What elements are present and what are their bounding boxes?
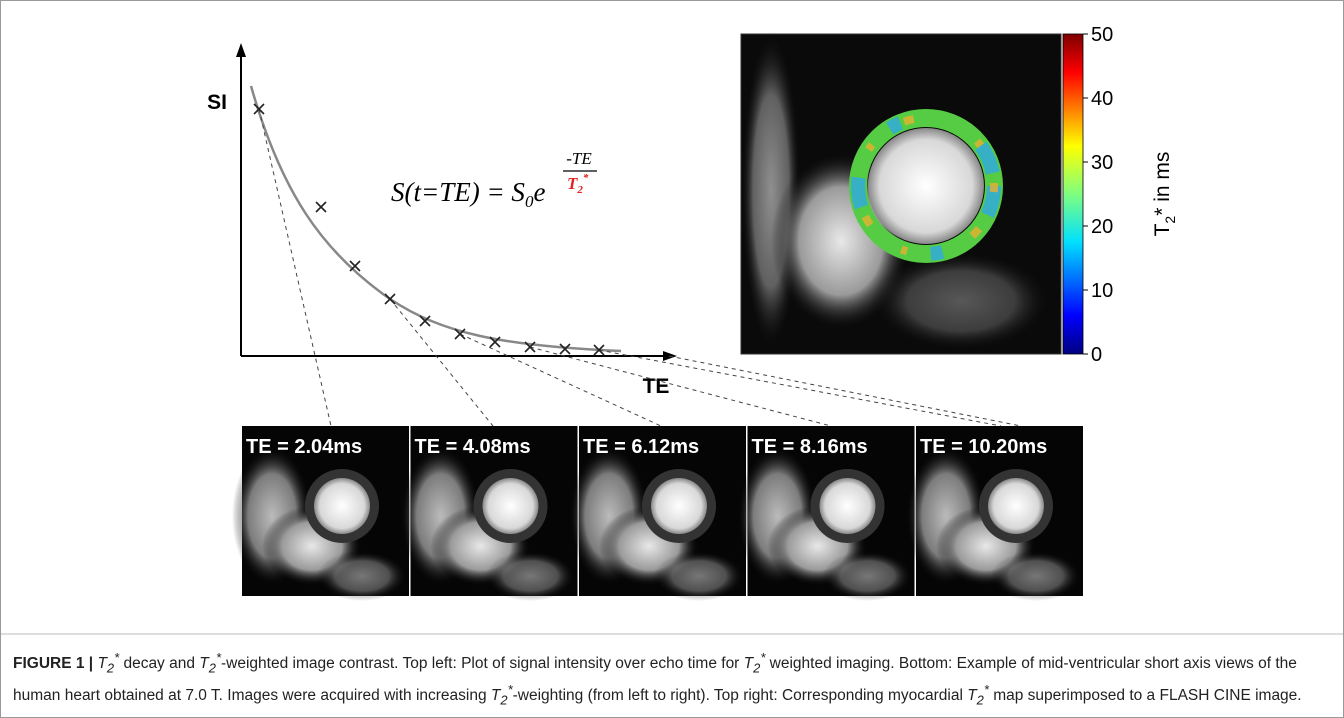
cross — [454, 328, 466, 340]
sample-points — [253, 103, 605, 356]
cross — [384, 293, 396, 305]
caption-label: FIGURE 1 | — [13, 655, 94, 673]
colorbar-tick-label: 0 — [1091, 344, 1102, 366]
cross — [593, 344, 605, 356]
caption-text: * — [114, 650, 120, 665]
colorbar-tick-label: 20 — [1091, 216, 1113, 238]
caption-text: * — [507, 682, 513, 698]
t2star-map — [740, 31, 1062, 355]
te-label: TE = 2.04ms — [246, 436, 362, 458]
figure-graphics: SI TE S(t=TE) = S0e -TE T2* 01020304050 … — [1, 24, 1343, 635]
cb-rest: * in ms — [1151, 152, 1174, 216]
x-label: TE — [643, 375, 670, 398]
cross — [315, 201, 327, 213]
caption-text: -weighted image contrast. Top left: Plot… — [220, 655, 744, 673]
formula-exp-num: -TE — [566, 149, 592, 168]
decay-curve — [249, 85, 622, 353]
formula-lhs: S(t=TE) = S — [391, 177, 525, 207]
caption-text: -weighting (from left to right). Top rig… — [512, 687, 968, 705]
colorbar-tick-label: 50 — [1091, 24, 1113, 46]
caption-text: 2 — [106, 660, 115, 676]
colorbar-tick-label: 10 — [1091, 280, 1113, 302]
den-sup: * — [583, 172, 589, 184]
formula-base: e — [533, 177, 545, 207]
caption: FIGURE 1 | T2* decay and T2*-weighted im… — [13, 647, 1333, 712]
caption-text: * — [215, 650, 221, 665]
caption-text: T — [967, 687, 977, 705]
caption-text: * — [983, 682, 989, 698]
caption-text: 2 — [753, 660, 761, 676]
cb-sub: 2 — [1162, 216, 1178, 224]
formula: S(t=TE) = S0e — [391, 177, 545, 211]
caption-text: * — [760, 650, 766, 665]
caption-text: decay and — [119, 655, 200, 673]
den-sub: 2 — [576, 184, 583, 196]
cross — [349, 260, 361, 272]
formula-exp-den: T2* — [567, 172, 589, 196]
caption-text: T — [199, 655, 209, 673]
te-label: TE = 6.12ms — [583, 436, 699, 458]
colorbar-label: T2* in ms — [1151, 152, 1178, 237]
caption-text: T — [490, 687, 501, 705]
formula-sub: 0 — [525, 192, 534, 211]
caption-text: T — [97, 655, 107, 673]
caption-text: 2 — [208, 660, 216, 676]
caption-text: 2 — [500, 692, 508, 708]
caption-text: 2 — [976, 692, 984, 708]
y-axis-arrow — [236, 43, 246, 57]
cross — [559, 343, 571, 355]
cb-t: T — [1151, 223, 1174, 236]
y-label: SI — [207, 91, 227, 114]
den-t: T — [567, 174, 578, 193]
caption-text: weighted imaging. Bottom: Example of mid… — [13, 655, 1297, 705]
connector-lines — [258, 108, 1022, 427]
cross — [489, 336, 501, 348]
te-label: TE = 4.08ms — [415, 436, 531, 458]
te-label: TE = 10.20ms — [920, 436, 1047, 458]
caption-text: T — [743, 655, 754, 673]
cross — [419, 315, 431, 327]
colorbar-tick-label: 30 — [1091, 152, 1113, 174]
caption-text: map superimposed to a FLASH CINE image. — [988, 687, 1302, 705]
cross — [524, 341, 536, 353]
colorbar-tick-label: 40 — [1091, 88, 1113, 110]
cross — [253, 103, 265, 115]
colorbar — [1062, 33, 1084, 355]
te-label: TE = 8.16ms — [752, 436, 868, 458]
